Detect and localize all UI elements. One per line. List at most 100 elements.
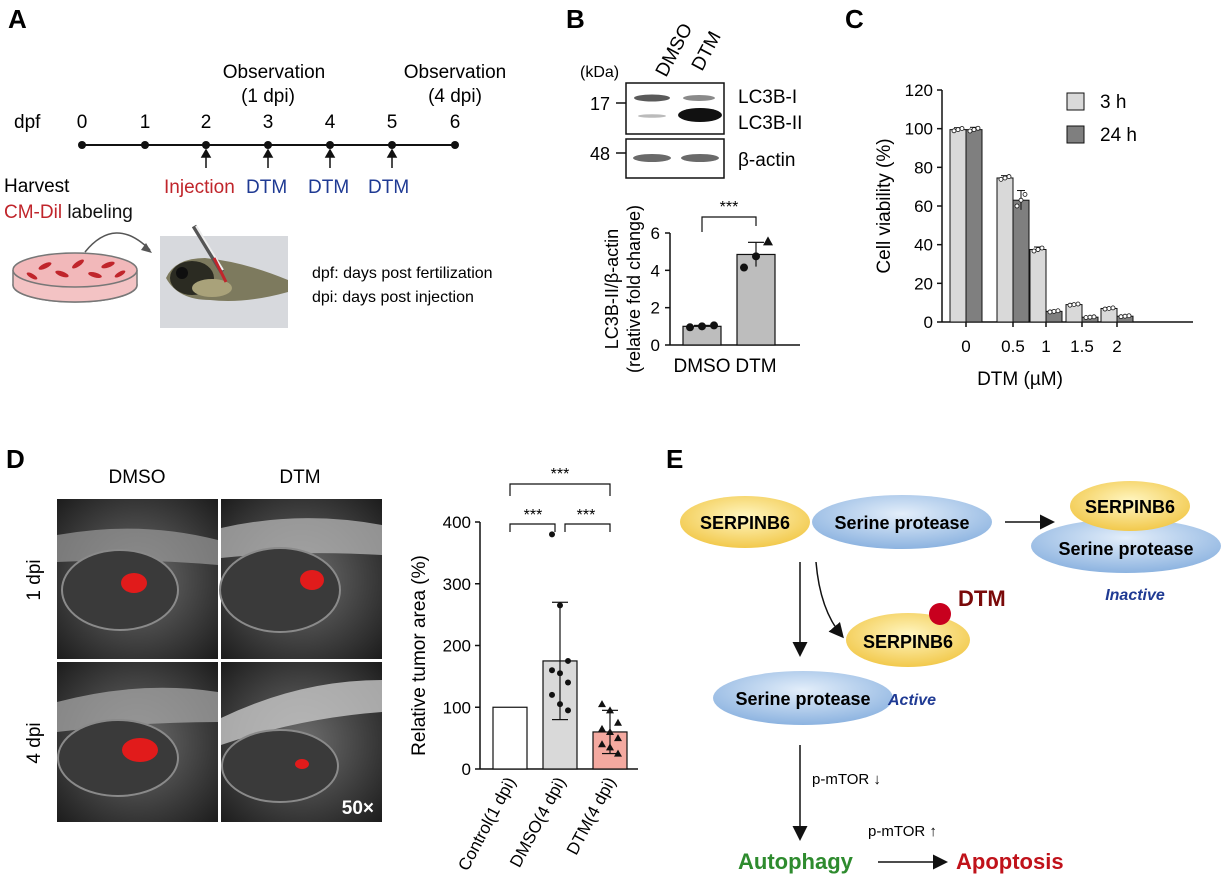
data-point — [1055, 308, 1061, 314]
x-tick-label: 0.5 — [1001, 337, 1025, 356]
data-point — [614, 749, 622, 757]
data-point — [1047, 309, 1053, 315]
data-point — [598, 740, 606, 748]
y-tick-label: 400 — [443, 513, 471, 532]
bar — [1012, 199, 1030, 323]
data-point — [1071, 302, 1077, 308]
legend-label: 3 h — [1100, 92, 1126, 113]
fish-image-dtm-4dpi — [221, 662, 382, 822]
svg-text:Serine protease: Serine protease — [735, 689, 870, 709]
data-point — [955, 127, 961, 133]
significance-bracket — [564, 523, 611, 532]
y-axis-label: LC3B-II/β-actin — [602, 229, 622, 349]
column-label-dmso: DMSO — [109, 467, 166, 488]
magnification-label: 50× — [342, 798, 374, 819]
data-point — [1035, 247, 1041, 252]
bar — [1029, 249, 1047, 323]
y-tick-label: 200 — [443, 637, 471, 656]
kda-label: (kDa) — [580, 64, 619, 81]
inactive-complex: Serine protease SERPINB6 — [1031, 481, 1221, 573]
injection-label: Injection — [164, 177, 235, 198]
data-point — [1102, 306, 1108, 312]
chart-b-quant: 0 2 4 6 LC3B-II/β-actin (relative fold change… — [602, 199, 800, 377]
panel-letter-c: C — [845, 4, 864, 34]
svg-text:SERPINB6: SERPINB6 — [1085, 497, 1175, 517]
x-tick-label: 0 — [961, 337, 970, 356]
data-point — [698, 322, 706, 331]
data-point — [1051, 308, 1057, 314]
data-point — [971, 127, 977, 133]
svg-text:Serine protease: Serine protease — [834, 513, 969, 533]
bar — [492, 706, 528, 770]
fish-image-dmso-1dpi — [57, 499, 218, 659]
bar — [1065, 304, 1083, 323]
western-blot-actin — [616, 138, 725, 179]
x-tick-label: DTM(4 dpi) — [563, 774, 620, 858]
petri-dish-illustration — [12, 252, 138, 303]
x-tick-label: 2 — [1112, 337, 1121, 356]
data-point — [606, 743, 614, 751]
data-point — [1106, 306, 1112, 311]
data-point — [967, 128, 973, 134]
observation-4-label: Observation — [404, 62, 506, 83]
data-point — [1018, 197, 1024, 203]
y-tick-label: 100 — [905, 120, 933, 139]
day-label: 2 — [201, 112, 212, 133]
legend-swatch — [1066, 125, 1085, 144]
y-tick-label: 0 — [651, 336, 660, 355]
y-axis-label: Relative tumor area (%) — [409, 555, 430, 756]
data-point — [557, 602, 563, 609]
zebrafish-injection-image — [160, 224, 288, 328]
timeline-day-labels: 0 1 2 3 4 5 6 — [77, 112, 461, 133]
dtm-marker: DTM — [308, 177, 349, 198]
data-point — [1122, 313, 1128, 319]
y-tick-label: 0 — [462, 760, 471, 779]
day-label: 1 — [140, 112, 151, 133]
legend-swatch — [1066, 92, 1085, 111]
autophagy-label: Autophagy — [738, 849, 854, 874]
day-label: 4 — [325, 112, 336, 133]
data-point — [686, 323, 694, 332]
panel-letter-a: A — [8, 4, 27, 34]
x-tick-label: 1.5 — [1070, 337, 1094, 356]
bar — [965, 129, 983, 323]
observation-1-label: Observation — [223, 62, 325, 83]
serpinb6-free: SERPINB6 — [680, 496, 810, 548]
serine-protease-free: Serine protease — [812, 495, 992, 549]
dpf-axis-label: dpf — [14, 112, 41, 133]
dtm-label: DTM — [958, 586, 1006, 611]
data-point — [614, 734, 622, 742]
data-point — [606, 727, 614, 735]
data-point — [614, 718, 622, 726]
dtm-molecule — [929, 603, 951, 625]
data-point — [959, 126, 965, 131]
data-point — [763, 236, 773, 246]
x-tick-label: DMSO — [674, 356, 731, 377]
significance-label: *** — [551, 466, 570, 483]
row-label-1dpi: 1 dpi — [24, 559, 45, 600]
data-point — [598, 724, 606, 732]
data-point — [975, 125, 981, 131]
panel-e: E SERPINB6 Serine protease Serine protea… — [666, 444, 1221, 874]
data-point — [1118, 314, 1124, 320]
data-point — [998, 176, 1004, 182]
data-point — [1039, 245, 1045, 251]
data-point — [1022, 191, 1028, 197]
p-mtor-down-label: p-mTOR ↓ — [812, 771, 881, 788]
column-label-dtm: DTM — [279, 467, 320, 488]
data-point — [1031, 248, 1037, 254]
data-point — [951, 128, 957, 134]
y-tick-label: 40 — [914, 236, 933, 255]
y-tick-label: 20 — [914, 274, 933, 293]
dtm-marker: DTM — [368, 177, 409, 198]
band-label-lc3b-ii: LC3B-II — [738, 113, 802, 134]
serpinb6-dtm-bound: SERPINB6 — [846, 603, 970, 667]
data-point — [565, 657, 571, 664]
significance-bracket — [509, 523, 556, 532]
svg-text:SERPINB6: SERPINB6 — [700, 513, 790, 533]
significance-label: *** — [524, 507, 543, 524]
y-tick-label: 6 — [651, 224, 660, 243]
panel-letter-d: D — [6, 444, 25, 474]
